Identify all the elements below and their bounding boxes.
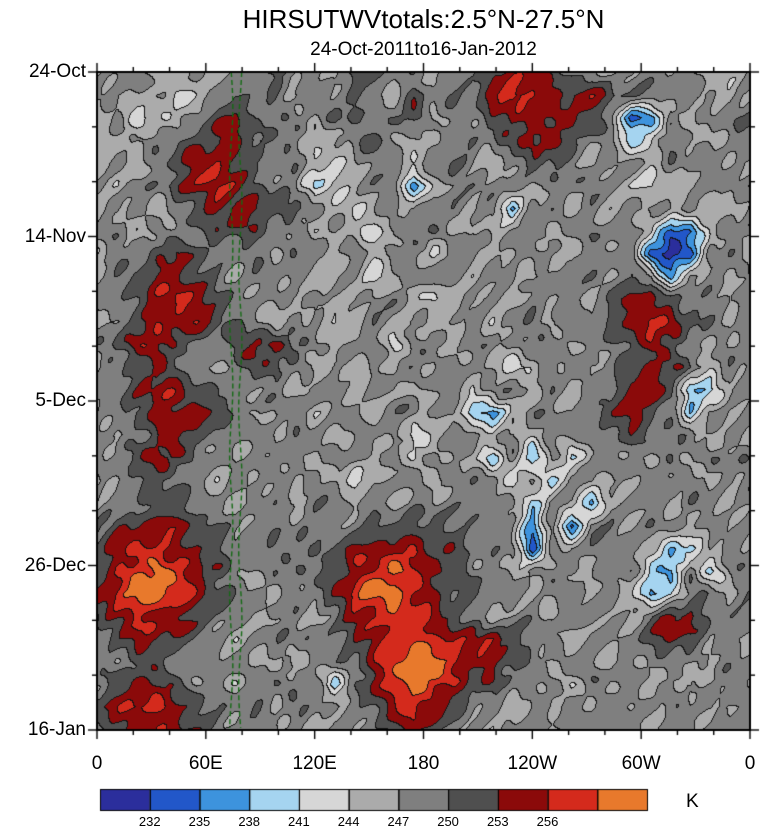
colorbar-tick-label: 244 <box>337 814 360 829</box>
colorbar-unit-label: K <box>686 791 699 812</box>
x-tick-label: 0 <box>91 753 103 774</box>
y-tick-label: 5-Dec <box>35 390 86 411</box>
x-tick-label: 60E <box>188 753 223 774</box>
colorbar-tick-label: 250 <box>437 814 459 829</box>
colorbar-tick-label: 232 <box>138 814 161 829</box>
colorbar-tick-label: 235 <box>188 814 211 829</box>
y-tick-label: 14-Nov <box>24 225 86 247</box>
chart-title: HIRSUTWVtotals:2.5°N-27.5°N <box>242 4 605 34</box>
colorbar-tick-label: 256 <box>536 814 559 829</box>
colorbar-tick-label: 238 <box>238 814 261 829</box>
colorbar-tick-label: 247 <box>387 814 410 829</box>
colorbar-tick-label: 241 <box>288 814 310 829</box>
y-tick-label: 26-Dec <box>24 554 86 576</box>
y-tick-label: 16-Jan <box>27 719 86 740</box>
chart-subtitle: 24-Oct-2011to16-Jan-2012 <box>310 39 537 60</box>
x-tick-label: 60W <box>621 753 661 774</box>
x-tick-label: 180 <box>407 753 440 774</box>
x-tick-label: 120E <box>292 753 337 774</box>
y-tick-label: 24-Oct <box>28 61 86 82</box>
colorbar-tick-label: 253 <box>486 814 509 829</box>
x-tick-label: 0 <box>744 753 756 774</box>
x-tick-label: 120W <box>507 753 558 774</box>
